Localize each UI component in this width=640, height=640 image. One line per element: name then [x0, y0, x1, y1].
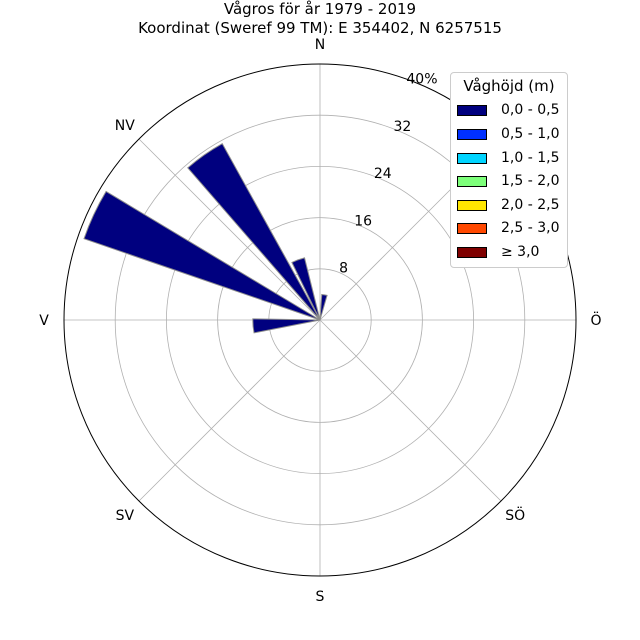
- radial-tick-label: 24: [374, 166, 392, 182]
- legend-label: 2,0 - 2,5: [501, 197, 560, 213]
- bar: [187, 142, 321, 321]
- legend-item: ≥ 3,0: [457, 244, 565, 263]
- legend-swatch: [457, 105, 487, 116]
- legend-title: Våghöjd (m): [463, 77, 555, 95]
- legend-item: 2,5 - 3,0: [457, 220, 565, 239]
- direction-label: NV: [115, 118, 135, 134]
- legend-swatch: [457, 176, 487, 187]
- grid-spoke: [138, 319, 321, 502]
- chart-title: Vågros för år 1979 - 2019: [223, 0, 417, 18]
- radial-tick-label: 32: [393, 119, 411, 135]
- bar: [291, 257, 321, 321]
- radial-tick-label: 16: [354, 213, 372, 229]
- legend-swatch: [457, 200, 487, 211]
- direction-label: SV: [116, 508, 135, 524]
- legend: Våghöjd (m) 0,0 - 0,5 0,5 - 1,0 1,0 - 1,…: [450, 72, 568, 268]
- direction-label: N: [315, 37, 325, 53]
- grid-spoke: [138, 138, 321, 321]
- grid-spoke: [319, 319, 502, 502]
- legend-label: 2,5 - 3,0: [501, 220, 560, 236]
- direction-label: SÖ: [505, 506, 525, 524]
- legend-item: 1,0 - 1,5: [457, 150, 565, 169]
- bar: [319, 293, 328, 321]
- bar: [252, 318, 321, 334]
- legend-swatch: [457, 247, 487, 258]
- legend-label: ≥ 3,0: [501, 244, 540, 260]
- legend-label: 1,0 - 1,5: [501, 150, 560, 166]
- bar: [83, 190, 321, 321]
- legend-swatch: [457, 129, 487, 140]
- legend-label: 0,5 - 1,0: [501, 126, 560, 142]
- direction-label: S: [316, 589, 325, 605]
- chart-subtitle: Koordinat (Sweref 99 TM): E 354402, N 62…: [138, 19, 502, 37]
- legend-item: 0,0 - 0,5: [457, 102, 565, 121]
- direction-label: Ö: [590, 311, 601, 329]
- legend-label: 1,5 - 2,0: [501, 173, 560, 189]
- polar-frame: [63, 63, 577, 577]
- legend-swatch: [457, 223, 487, 234]
- legend-item: 2,0 - 2,5: [457, 197, 565, 216]
- direction-label: V: [39, 313, 49, 329]
- radial-tick-label: 8: [339, 261, 348, 277]
- legend-item: 0,5 - 1,0: [457, 126, 565, 145]
- legend-item: 1,5 - 2,0: [457, 173, 565, 192]
- legend-label: 0,0 - 0,5: [501, 102, 560, 118]
- legend-swatch: [457, 153, 487, 164]
- radial-tick-label: 40%: [406, 71, 437, 87]
